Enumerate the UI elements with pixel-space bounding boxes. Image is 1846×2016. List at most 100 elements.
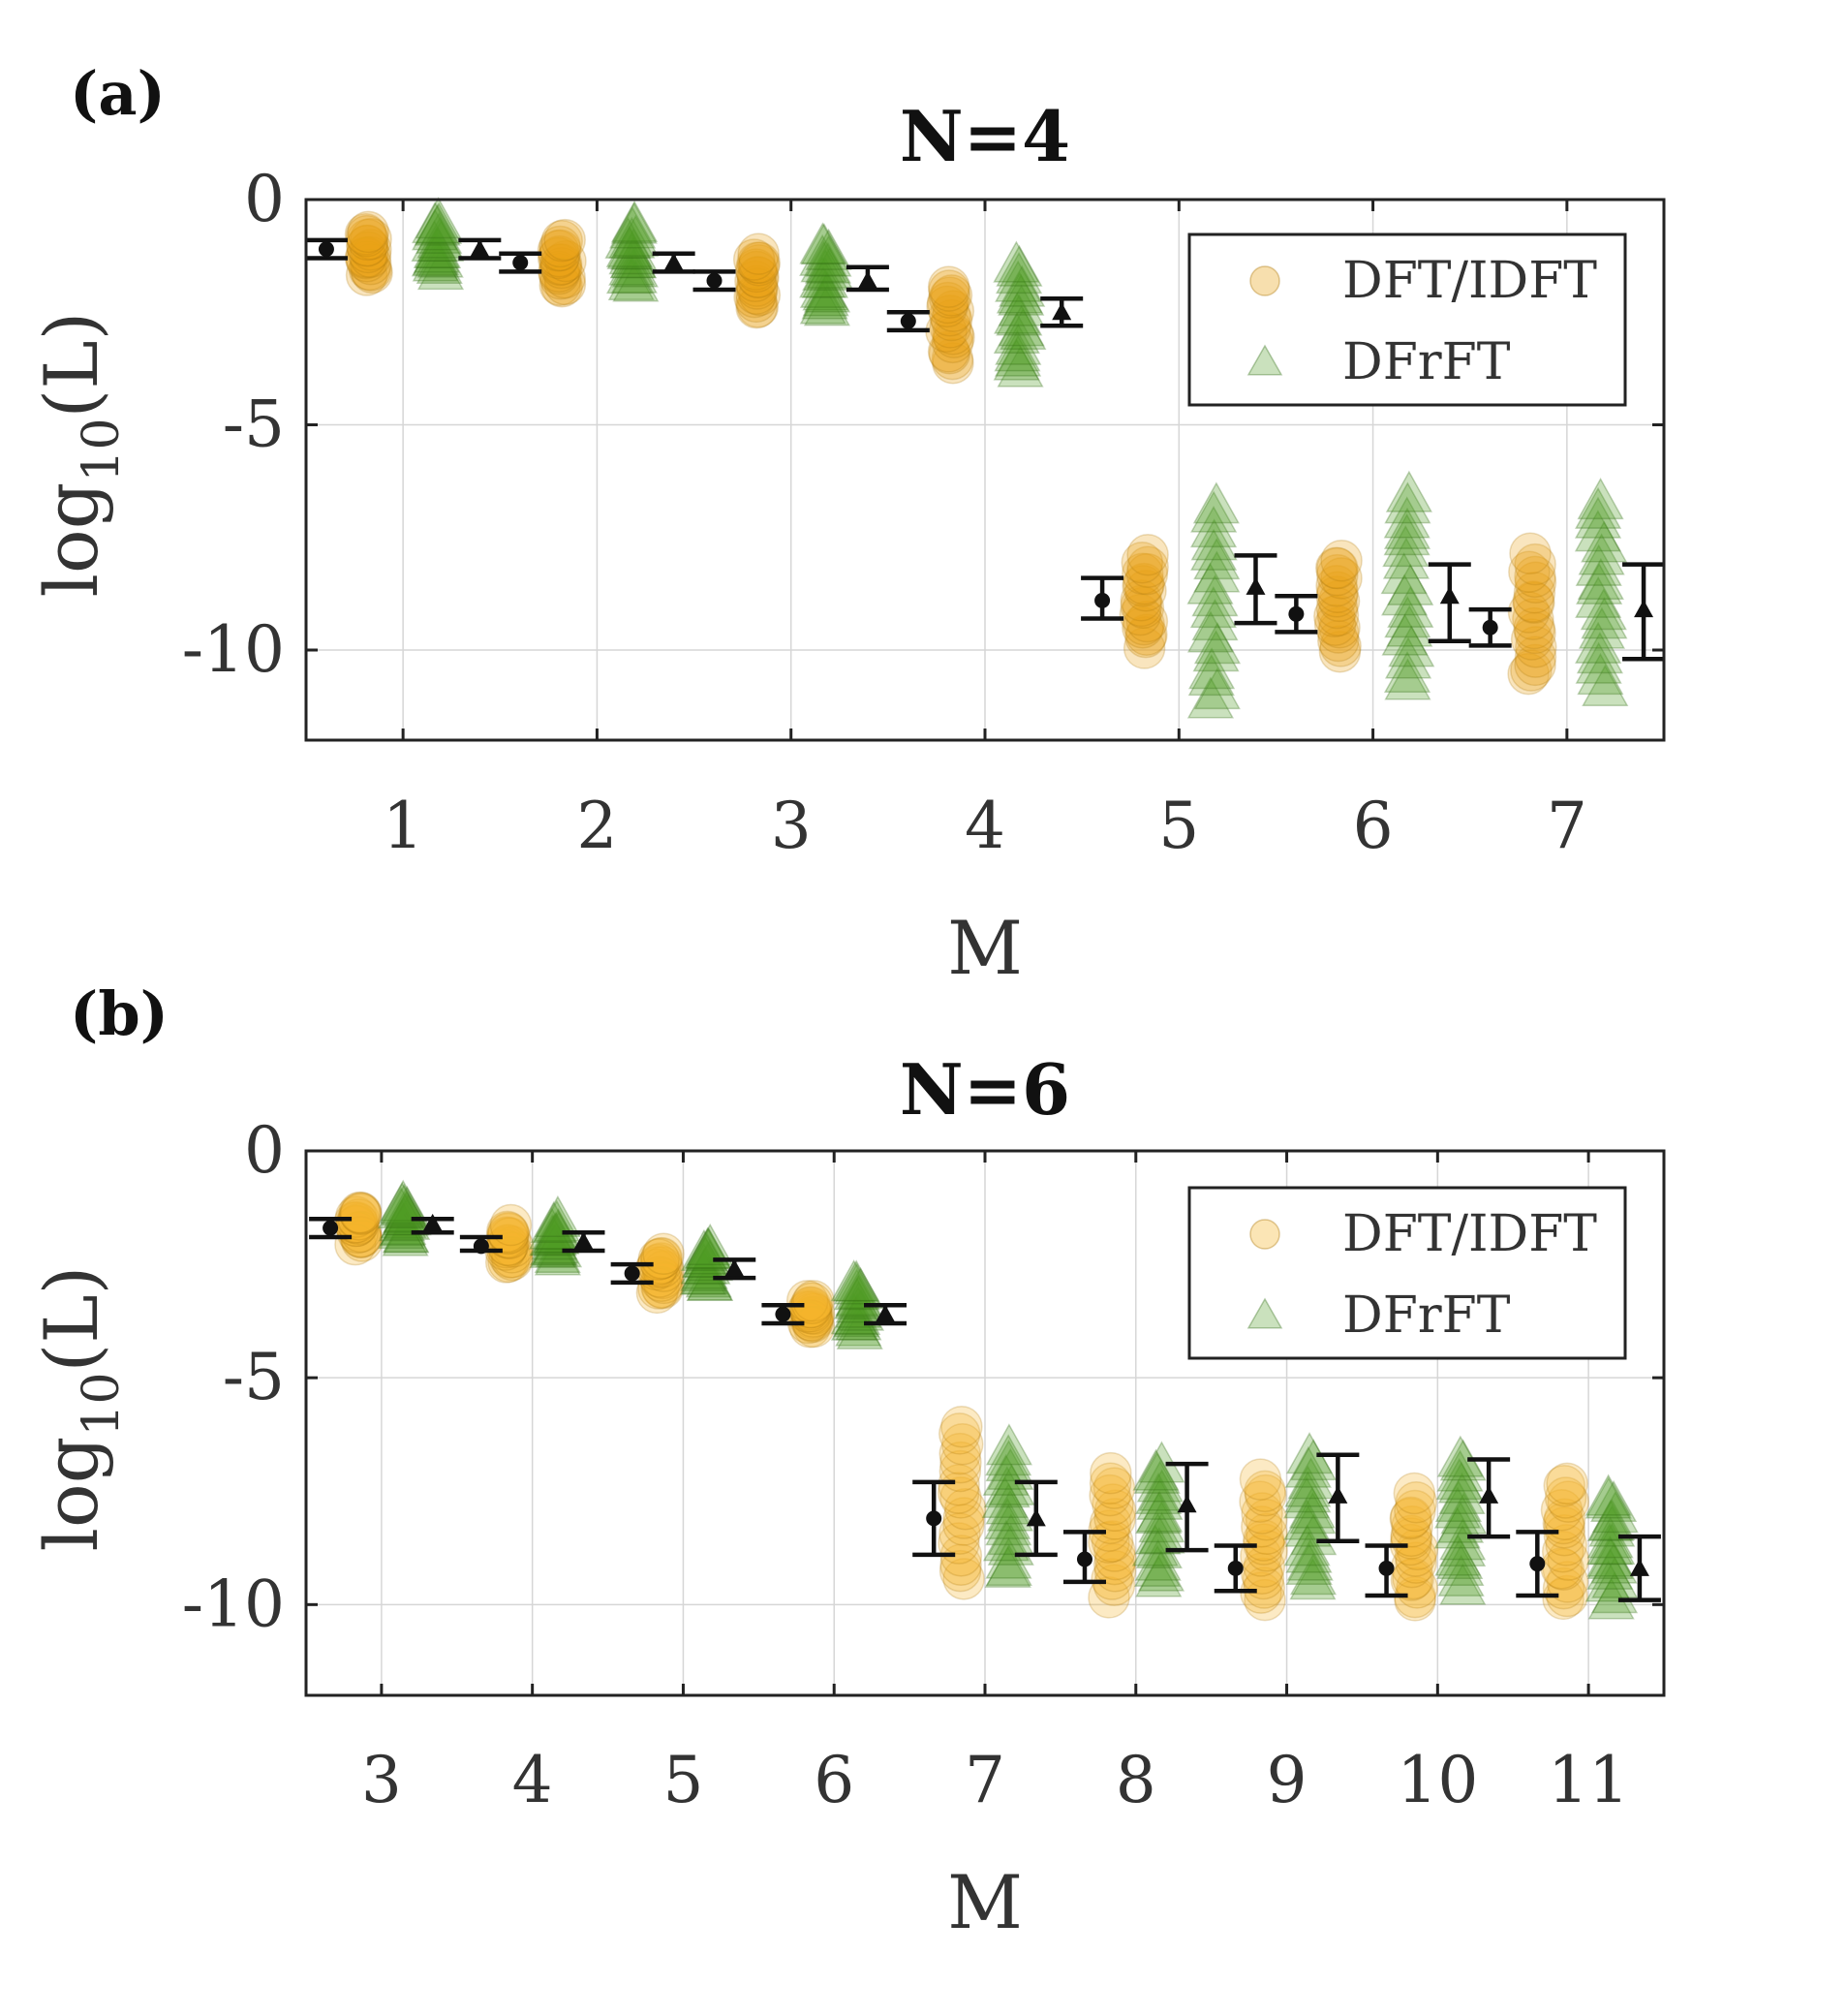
scatter-point — [995, 252, 1043, 295]
scatter-point — [1284, 1445, 1332, 1488]
scatter-point — [1131, 1524, 1179, 1566]
scatter-point — [485, 1210, 529, 1254]
scatter-point — [737, 233, 780, 275]
scatter-point — [985, 1504, 1032, 1546]
x-tick-label: 4 — [512, 1743, 553, 1817]
scatter-point — [543, 263, 587, 306]
scatter-point — [1239, 1458, 1282, 1501]
scatter-point — [608, 233, 656, 275]
scatter-point — [639, 1237, 683, 1280]
scatter-point — [737, 256, 780, 299]
scatter-point — [1135, 1492, 1183, 1535]
scatter-point — [788, 1306, 832, 1349]
scatter-point — [932, 290, 975, 332]
mean-marker — [1634, 600, 1654, 618]
scatter-point — [412, 233, 460, 276]
scatter-point — [687, 1223, 734, 1265]
scatter-point — [1123, 603, 1165, 646]
scatter-point — [488, 1236, 532, 1279]
scatter-point — [1389, 1497, 1432, 1540]
scatter-point — [642, 1250, 685, 1292]
scatter-point — [1314, 546, 1358, 590]
scatter-point — [1512, 598, 1554, 640]
scatter-point — [736, 267, 779, 310]
scatter-point — [610, 202, 658, 244]
scatter-point — [942, 1497, 985, 1539]
scatter-point — [1190, 528, 1238, 571]
scatter-point — [684, 1232, 731, 1275]
scatter-point — [1436, 1501, 1485, 1543]
scatter-point — [938, 1412, 981, 1455]
scatter-point — [1092, 1542, 1136, 1586]
scatter-point — [344, 213, 387, 256]
scatter-point — [637, 1267, 680, 1310]
scatter-point — [339, 1192, 383, 1235]
scatter-point — [799, 222, 846, 264]
mean-marker — [1629, 1558, 1649, 1576]
scatter-point — [802, 274, 849, 317]
scatter-point — [605, 251, 654, 295]
mean-marker — [512, 255, 529, 271]
scatter-point — [1577, 557, 1624, 600]
scatter-point — [1574, 510, 1621, 552]
scatter-point — [1434, 1534, 1482, 1576]
legend-marker-circle — [1249, 265, 1280, 296]
scatter-point — [1315, 564, 1358, 607]
scatter-point — [1288, 1486, 1336, 1529]
scatter-point — [802, 248, 849, 291]
scatter-point — [1191, 574, 1239, 617]
scatter-point — [1318, 630, 1362, 673]
y-axis-label-subscript: 10 — [73, 418, 131, 481]
scatter-point — [799, 256, 846, 298]
scatter-point — [335, 1200, 379, 1244]
scatter-point — [1093, 1498, 1136, 1540]
scatter-point — [1186, 562, 1234, 605]
scatter-point — [1510, 649, 1553, 692]
scatter-point — [415, 197, 462, 239]
scatter-point — [804, 241, 852, 284]
scatter-point — [540, 264, 583, 308]
scatter-point — [801, 277, 848, 320]
scatter-point — [993, 311, 1040, 355]
scatter-point — [534, 1233, 581, 1276]
mean-marker — [1328, 1485, 1348, 1504]
scatter-point — [338, 1191, 381, 1234]
mean-marker — [473, 1238, 489, 1255]
scatter-point — [1578, 533, 1625, 575]
scatter-point — [1580, 588, 1627, 631]
scatter-point — [1394, 1579, 1436, 1622]
scatter-point — [1584, 1476, 1632, 1519]
scatter-point — [1439, 1563, 1487, 1605]
scatter-point — [1514, 636, 1557, 678]
scatter-point — [543, 218, 586, 262]
x-tick-label: 4 — [965, 789, 1005, 863]
scatter-point — [1384, 481, 1431, 524]
scatter-point — [836, 1307, 883, 1349]
scatter-point — [1134, 1544, 1182, 1587]
scatter-point — [732, 238, 776, 281]
scatter-point — [986, 1489, 1034, 1532]
scatter-point — [1093, 1530, 1136, 1572]
scatter-point — [350, 229, 392, 271]
scatter-point — [1513, 572, 1556, 614]
scatter-point — [412, 201, 459, 244]
y-axis-label-base: log — [28, 482, 114, 598]
scatter-point — [1433, 1486, 1482, 1529]
scatter-point — [1134, 1538, 1182, 1581]
scatter-point — [540, 219, 584, 263]
scatter-point — [1320, 557, 1363, 600]
scatter-point — [1546, 1462, 1588, 1505]
scatter-point — [1515, 626, 1557, 668]
scatter-point — [987, 1513, 1034, 1556]
scatter-point — [528, 1207, 576, 1250]
scatter-point — [735, 280, 778, 324]
scatter-point — [1092, 1483, 1134, 1526]
scatter-point — [339, 1210, 382, 1254]
scatter-point — [1242, 1519, 1285, 1562]
scatter-point — [1439, 1518, 1487, 1561]
scatter-point — [1317, 619, 1360, 663]
scatter-point — [339, 1193, 383, 1236]
scatter-point — [802, 268, 849, 311]
scatter-point — [938, 1432, 981, 1475]
mean-marker — [706, 272, 723, 289]
